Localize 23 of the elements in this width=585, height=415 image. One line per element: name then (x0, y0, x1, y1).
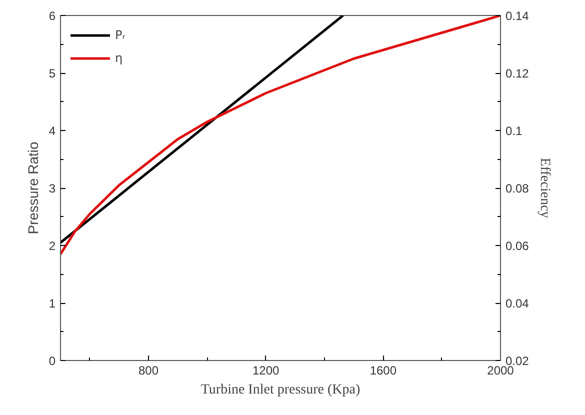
y2-tick-label: 0.14 (506, 9, 530, 23)
y2-axis-title: Effeciency (536, 158, 552, 218)
x-tick-label: 800 (138, 364, 159, 378)
y-tick-label: 3 (48, 182, 56, 196)
y-tick-label: 2 (48, 239, 56, 253)
y-tick-label: 6 (48, 9, 56, 23)
y2-tick-label: 0.04 (506, 296, 530, 310)
y2-tick-label: 0.08 (506, 182, 530, 196)
x-tick-label: 1600 (370, 364, 397, 378)
y2-tick-label: 0.12 (506, 66, 530, 80)
y-axis-title: Pressure Ratio (24, 141, 41, 234)
legend-label: Pᵣ (115, 28, 126, 42)
y2-tick-label: 0.06 (506, 239, 530, 253)
y-tick-label: 5 (48, 66, 56, 80)
y2-tick-label: 0.1 (506, 124, 523, 138)
x-tick-label: 1200 (252, 364, 280, 378)
y-tick-label: 4 (48, 124, 56, 138)
legend-label: η (115, 51, 124, 65)
x-axis-title: Turbine Inlet pressure (Kpa) (200, 382, 360, 398)
line-series (60, 16, 500, 256)
y-tick-label: 0 (48, 354, 56, 368)
x-tick-label: 2000 (487, 364, 514, 378)
y-tick-label: 1 (48, 296, 56, 310)
